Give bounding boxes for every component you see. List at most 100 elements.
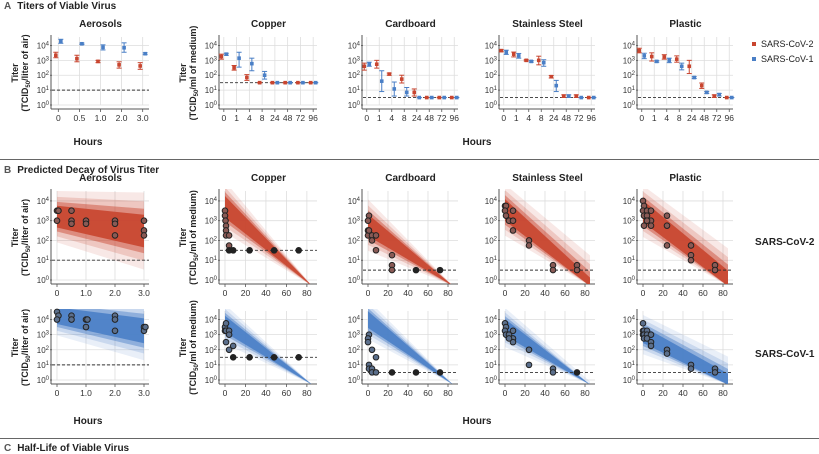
panel-a-aerosols-xtick-label: 0 xyxy=(56,113,61,123)
panel-a-stainless-steel-sars-cov-1-point xyxy=(554,83,559,88)
panel-b-cov2-aerosols-ytick-label: 100 xyxy=(37,276,50,285)
panel-a-copper-sars-cov-2-point xyxy=(232,65,236,70)
panel-b-cov2-aerosols-ytitle-unit: (TCID50/liter of air) xyxy=(20,199,32,276)
panel-a-stainless-steel-sars-cov-2-point xyxy=(561,94,566,98)
panel-b-cov2-cardboard-point xyxy=(368,237,376,244)
panel-b-cov2-cardboard-xtick-label: 60 xyxy=(423,288,433,298)
panel-a-cardboard-sars-cov-1-point xyxy=(379,79,384,83)
panel-a-copper-sars-cov-1-point xyxy=(262,73,267,78)
panel-b-cov1-aerosols-point xyxy=(111,316,119,323)
panel-b-cov2-cardboard-point xyxy=(436,266,444,274)
row-label-sars-cov-2: SARS-CoV-2 xyxy=(755,237,815,248)
panel-b-cov1-stainless-steel-point xyxy=(525,361,533,369)
panel-b-cov1-copper-point xyxy=(222,338,230,346)
panel-a-plastic-xtick-label: 0 xyxy=(639,113,644,123)
panel-b-cov2-aerosols-ytick-label: 103 xyxy=(37,217,50,226)
panel-b-cov2-plastic-ytick-label: 104 xyxy=(623,197,636,206)
panel-a-copper-sars-cov-2-point xyxy=(283,80,287,85)
panel-b-cov1-aerosols-xtick-label: 3.0 xyxy=(138,388,150,398)
panel-b-cov2-copper-band-layer xyxy=(225,196,311,284)
panel-b-cov1-stainless-steel-credible-band xyxy=(505,309,590,384)
panel-a-cardboard-ytick-label: 100 xyxy=(348,101,361,110)
panel-b-cov2-cardboard-ytick-label: 100 xyxy=(348,276,361,285)
panel-b-cov2-stainless-steel-ytick-label: 100 xyxy=(485,276,498,285)
panel-a-stainless-steel-axes xyxy=(498,35,595,112)
panel-b-cov2-copper-xtick-label: 80 xyxy=(302,288,312,298)
panel-b-cov2-aerosols-ytick-label: 101 xyxy=(37,256,50,265)
panel-b-cov2-cardboard-point xyxy=(364,217,372,224)
panel-a-cardboard-title: Cardboard xyxy=(385,19,436,30)
panel-a-stainless-steel-sars-cov-1-point xyxy=(529,59,534,64)
panel-a-stainless-steel-ytick-label: 100 xyxy=(485,101,498,110)
panel-a-plastic-ytick-label: 103 xyxy=(623,56,636,65)
panel-a-cardboard-ytick-label: 102 xyxy=(348,71,361,80)
panel-a-stainless-steel-sars-cov-1-point xyxy=(541,60,546,65)
panel-a-cardboard-xtick-label: 4 xyxy=(389,113,394,123)
panel-b-cov1-copper-band-layer xyxy=(225,309,312,384)
panel-b-cov1-copper-point xyxy=(270,354,278,361)
panel-a-cardboard-xtick-label: 1 xyxy=(377,113,382,123)
panel-b-cov2-plastic-xtick-label: 40 xyxy=(678,288,688,298)
panel-a-plastic-sars-cov-2-point xyxy=(637,48,642,53)
panel-a-cardboard-sars-cov-1-point xyxy=(404,90,409,95)
panel-b-cov2-aerosols-xtick-label: 2.0 xyxy=(109,288,121,298)
panel-b-cov1-copper-ytick-label: 101 xyxy=(205,361,218,370)
panel-a-plastic-xtick-label: 72 xyxy=(712,113,722,123)
panel-b-cov2-plastic-point xyxy=(663,242,671,249)
panel-a-stainless-steel-ytick-label: 101 xyxy=(485,86,498,95)
panel-b-cov1-plastic-xtick-label: 0 xyxy=(641,388,646,398)
panel-b-cov1-aerosols-ytick-label: 104 xyxy=(37,316,50,325)
panel-b-cov1-stainless-steel-ytick-label: 101 xyxy=(485,361,498,370)
panel-a-plastic-ytick-label: 100 xyxy=(623,101,636,110)
panel-b-cov1-stainless-steel-xtick-label: 0 xyxy=(503,388,508,398)
panel-a-plastic-ytick-label: 102 xyxy=(623,71,636,80)
panel-a-aerosols-ytick-label: 102 xyxy=(37,71,50,80)
panel-a-aerosols-sars-cov-2-point xyxy=(138,64,142,68)
panel-a-aerosols-title: Aerosols xyxy=(79,19,122,30)
panel-b-cov1-copper-xtick-label: 0 xyxy=(223,388,228,398)
panel-a-plastic-sars-cov-2-point xyxy=(662,55,667,59)
panel-a-copper-xtick-label: 0 xyxy=(221,113,226,123)
panel-b-cov1-copper-band-layer xyxy=(225,315,312,384)
panel-b-cov1-cardboard-xtick-label: 20 xyxy=(383,388,393,398)
panel-b-cov2-stainless-steel-xtick-label: 20 xyxy=(520,288,530,298)
panel-a-plastic-sars-cov-2-point xyxy=(712,94,717,98)
panel-b-cov2-cardboard-ytick-label: 104 xyxy=(348,197,361,206)
panel-b-cov2-copper-point xyxy=(229,247,237,254)
panel-a-aerosols-sars-cov-2-point xyxy=(75,56,79,61)
panel-b-cov2-plastic-xtick-label: 0 xyxy=(641,288,646,298)
panel-b-cov2-cardboard-point xyxy=(372,232,380,239)
panel-a-aerosols-sars-cov-1-point xyxy=(143,51,147,56)
panel-b-cov1-cardboard-point xyxy=(364,338,372,346)
panel-a-cardboard-sars-cov-2-point xyxy=(374,62,379,67)
panel-a-aerosols-xtick-label: 3.0 xyxy=(137,113,149,123)
panel-b-cov1-copper-ytick-label: 103 xyxy=(205,331,218,340)
panel-b-cov2-cardboard-xtick-label: 40 xyxy=(403,288,413,298)
panel-b-cov1-copper-ytick-label: 100 xyxy=(205,376,218,385)
panel-a-cardboard-sars-cov-2-point xyxy=(449,95,454,100)
panel-a-stainless-steel-sars-cov-2-point xyxy=(574,94,579,98)
panel-a-copper-xtick-label: 96 xyxy=(308,113,318,123)
panel-b-cov2-stainless-steel-point xyxy=(525,242,533,249)
panel-b-cov2-cardboard-band-layer xyxy=(368,199,452,284)
panel-b-cov1-aerosols-credible-band xyxy=(57,309,144,361)
panel-b-cov1-plastic-ytick-label: 103 xyxy=(623,331,636,340)
panel-b-cov1-copper-point xyxy=(225,331,233,338)
panel-a-stainless-steel-xtick-label: 24 xyxy=(549,113,559,123)
panel-a-plastic-xtick-label: 8 xyxy=(677,113,682,123)
panel-b-cov1-stainless-steel-band-layer xyxy=(505,309,590,384)
panel-b-cov2-copper-band-layer xyxy=(225,189,311,284)
panel-b-cov2-cardboard-point xyxy=(388,266,396,274)
panel-b-cov1-aerosols-ytick-label: 103 xyxy=(37,331,50,340)
panel-b-cov1-cardboard-xtick-label: 60 xyxy=(423,388,433,398)
panel-a-copper-ytick-label: 102 xyxy=(205,71,218,80)
panel-b-cov1-plastic-point xyxy=(647,331,655,338)
panel-b-cov2-cardboard-ytick-label: 101 xyxy=(348,256,361,265)
panel-b-cov2-plastic-point xyxy=(643,217,651,224)
panel-b-cov2-plastic-ytick-label: 100 xyxy=(623,276,636,285)
panel-a-copper-sars-cov-2-point xyxy=(245,75,249,80)
section-b-title: B Predicted Decay of Virus Titer xyxy=(4,165,160,176)
panel-b-cov1-plastic-xtick-label: 40 xyxy=(678,388,688,398)
panel-a-plastic-sars-cov-1-point xyxy=(729,95,734,100)
panel-b-cov2-plastic-point xyxy=(687,242,695,249)
